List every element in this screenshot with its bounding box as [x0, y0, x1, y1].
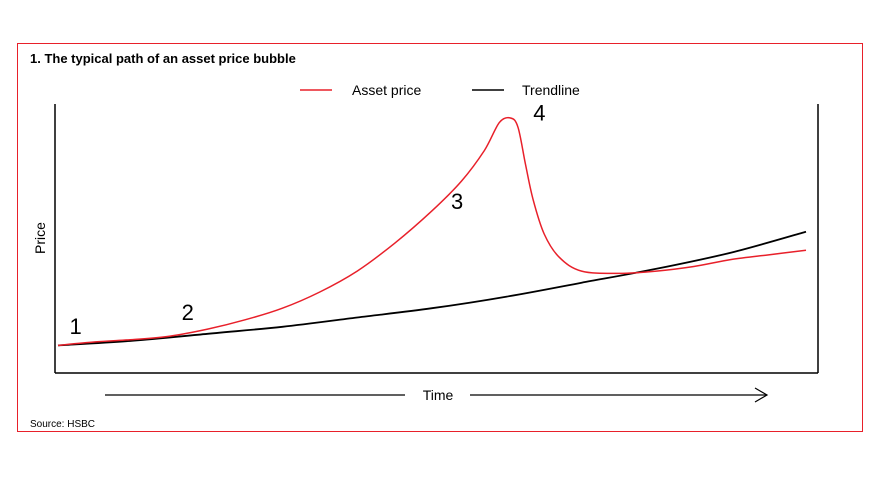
phase-label-4: 4	[533, 101, 545, 126]
y-axis-label: Price	[32, 222, 48, 254]
series-line-asset-price	[57, 116, 807, 347]
series-line-trendline	[57, 230, 807, 347]
phase-label-2: 2	[182, 300, 194, 325]
chart-frame	[17, 43, 863, 432]
chart-title: 1. The typical path of an asset price bu…	[30, 51, 296, 66]
phase-label-3: 3	[451, 189, 463, 214]
time-arrow-head	[754, 387, 769, 403]
phase-label-1: 1	[69, 314, 81, 339]
source-note: Source: HSBC	[30, 419, 96, 430]
x-axis-label: Time	[423, 387, 454, 403]
legend-label-asset-price: Asset price	[352, 82, 421, 98]
legend-label-trendline: Trendline	[522, 82, 580, 98]
